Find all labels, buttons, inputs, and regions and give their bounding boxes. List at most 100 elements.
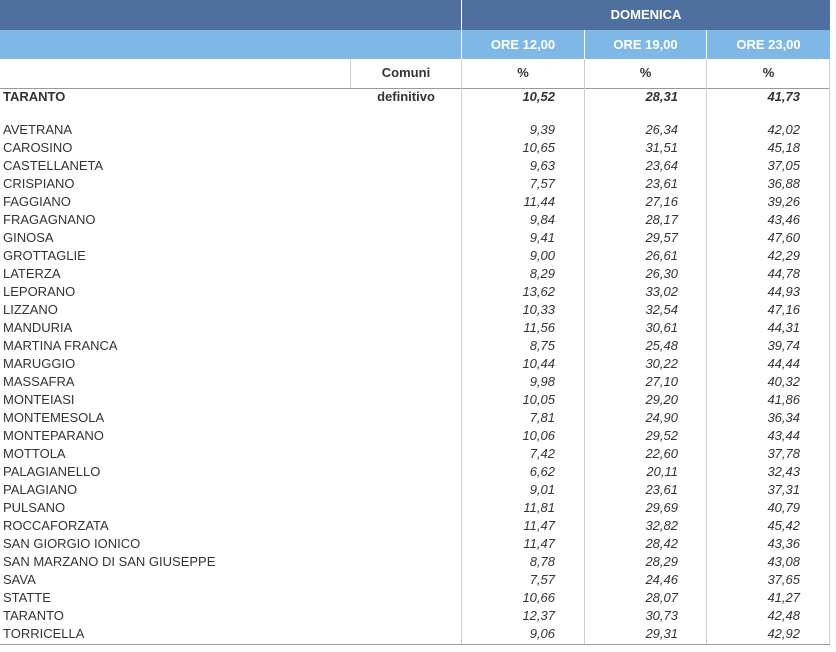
municipality-name: CAROSINO	[3, 140, 73, 155]
time-header-band: ORE 12,00 ORE 19,00 ORE 23,00	[0, 30, 830, 59]
turnout-19: 32,54	[645, 302, 678, 317]
table-row: PALAGIANELLO 6,62 20,11 32,43	[0, 463, 830, 481]
percent-header-1: %	[517, 65, 529, 80]
turnout-12: 9,41	[529, 230, 555, 245]
turnout-23: 36,34	[767, 410, 800, 425]
municipality-name: STATTE	[3, 590, 51, 605]
table-row: MASSAFRA 9,98 27,10 40,32	[0, 373, 830, 391]
grid-line	[584, 59, 585, 645]
turnout-23: 47,60	[767, 230, 800, 245]
turnout-23: 37,31	[767, 482, 800, 497]
turnout-23: 37,65	[767, 572, 800, 587]
turnout-12: 9,01	[529, 482, 555, 497]
day-header: DOMENICA	[610, 7, 682, 22]
table-row: LIZZANO 10,33 32,54 47,16	[0, 301, 830, 319]
turnout-12: 9,39	[529, 122, 555, 137]
turnout-12: 9,98	[529, 374, 555, 389]
turnout-23: 37,05	[767, 158, 800, 173]
turnout-23: 44,44	[767, 356, 800, 371]
turnout-12: 9,06	[529, 626, 555, 641]
turnout-23: 42,29	[767, 248, 800, 263]
turnout-23: 43,46	[767, 212, 800, 227]
turnout-12: 11,81	[523, 500, 555, 515]
municipality-name: MANDURIA	[3, 320, 73, 335]
column-subheader-row: Comuni % % %	[0, 59, 830, 89]
day-header-band: DOMENICA	[0, 0, 830, 30]
turnout-23: 37,78	[767, 446, 800, 461]
table-row: MANDURIA 11,56 30,61 44,31	[0, 319, 830, 337]
table-row: GROTTAGLIE 9,00 26,61 42,29	[0, 247, 830, 265]
turnout-12: 9,84	[529, 212, 555, 227]
municipality-name: GINOSA	[3, 230, 54, 245]
turnout-23: 43,08	[767, 554, 800, 569]
table-row: CASTELLANETA 9,63 23,64 37,05	[0, 157, 830, 175]
grid-line	[350, 59, 351, 88]
province-total-row: TARANTO definitivo 10,52 28,31 41,73	[0, 88, 830, 106]
turnout-12: 8,29	[529, 266, 555, 281]
municipality-name: AVETRANA	[3, 122, 73, 137]
turnout-19: 29,52	[645, 428, 678, 443]
municipality-name: MONTEMESOLA	[3, 410, 105, 425]
turnout-19: 27,16	[645, 194, 678, 209]
table-row: PULSANO 11,81 29,69 40,79	[0, 499, 830, 517]
grid-line	[829, 59, 830, 645]
turnout-12: 7,81	[529, 410, 555, 425]
turnout-23: 41,27	[767, 590, 800, 605]
divider	[461, 0, 462, 30]
total-status: definitivo	[377, 89, 435, 104]
table-row: MARUGGIO 10,44 30,22 44,44	[0, 355, 830, 373]
divider	[584, 30, 585, 59]
table-row: CRISPIANO 7,57 23,61 36,88	[0, 175, 830, 193]
turnout-23: 40,32	[767, 374, 800, 389]
turnout-23: 43,44	[767, 428, 800, 443]
turnout-19: 23,61	[645, 176, 678, 191]
time-header-19: ORE 19,00	[613, 37, 678, 52]
turnout-12: 11,56	[523, 320, 555, 335]
table-row: FRAGAGNANO 9,84 28,17 43,46	[0, 211, 830, 229]
municipality-name: PALAGIANELLO	[3, 464, 101, 479]
municipality-name: MONTEPARANO	[3, 428, 104, 443]
turnout-23: 39,26	[767, 194, 800, 209]
turnout-23: 44,31	[767, 320, 800, 335]
municipality-name: MARUGGIO	[3, 356, 76, 371]
total-value-23: 41,73	[767, 89, 800, 104]
turnout-19: 23,64	[645, 158, 678, 173]
municipality-name: ROCCAFORZATA	[3, 518, 109, 533]
municipality-name: LATERZA	[3, 266, 61, 281]
turnout-23: 42,48	[767, 608, 800, 623]
total-value-19: 28,31	[645, 89, 678, 104]
turnout-19: 24,90	[645, 410, 678, 425]
table-row: STATTE 10,66 28,07 41,27	[0, 589, 830, 607]
turnout-12: 6,62	[529, 464, 555, 479]
turnout-23: 40,79	[767, 500, 800, 515]
turnout-12: 11,44	[523, 194, 555, 209]
table-row: MONTEMESOLA 7,81 24,90 36,34	[0, 409, 830, 427]
municipality-name: CRISPIANO	[3, 176, 75, 191]
municipality-name: PULSANO	[3, 500, 66, 515]
turnout-12: 7,57	[529, 572, 555, 587]
turnout-19: 22,60	[645, 446, 678, 461]
turnout-23: 39,74	[767, 338, 800, 353]
municipality-name: FAGGIANO	[3, 194, 71, 209]
table-row: MARTINA FRANCA 8,75 25,48 39,74	[0, 337, 830, 355]
municipality-name: TARANTO	[3, 608, 64, 623]
bottom-border	[0, 644, 830, 645]
municipality-name: LEPORANO	[3, 284, 76, 299]
table-row: MONTEIASI 10,05 29,20 41,86	[0, 391, 830, 409]
turnout-12: 11,47	[523, 518, 555, 533]
municipality-name: TORRICELLA	[3, 626, 85, 641]
divider	[461, 30, 462, 59]
turnout-19: 24,46	[645, 572, 678, 587]
turnout-12: 12,37	[522, 608, 555, 623]
turnout-19: 30,73	[645, 608, 678, 623]
turnout-23: 42,92	[767, 626, 800, 641]
turnout-23: 45,18	[767, 140, 800, 155]
turnout-12: 10,44	[522, 356, 555, 371]
municipality-name: GROTTAGLIE	[3, 248, 86, 263]
turnout-19: 28,29	[645, 554, 678, 569]
table-row: MONTEPARANO 10,06 29,52 43,44	[0, 427, 830, 445]
turnout-19: 29,57	[645, 230, 678, 245]
municipality-name: SAVA	[3, 572, 36, 587]
turnout-19: 32,82	[645, 518, 678, 533]
